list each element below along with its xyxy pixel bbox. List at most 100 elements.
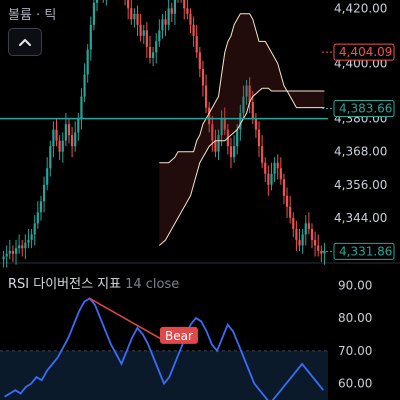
candle-body <box>198 52 201 69</box>
candle-body <box>155 41 158 53</box>
price-tick-label: 4,420.00 <box>334 1 387 15</box>
candle-body <box>301 234 304 246</box>
candle-body <box>195 35 198 53</box>
candle-body <box>8 250 11 254</box>
candle-body <box>267 173 270 185</box>
candle-body <box>30 234 33 240</box>
candle-body <box>242 96 245 114</box>
candle-body <box>139 24 142 36</box>
candle-body <box>64 124 67 141</box>
candle-body <box>18 245 21 249</box>
candle-body <box>173 0 176 14</box>
candle-body <box>229 146 233 158</box>
candle-body <box>58 140 61 152</box>
candle-body <box>49 146 52 169</box>
price-badge <box>333 99 395 117</box>
candle-body <box>133 13 136 20</box>
candle-body <box>164 19 167 25</box>
candle-body <box>189 13 192 25</box>
price-badge-label: 4,383.66 <box>339 101 392 115</box>
price-badge-label: 4,331.86 <box>339 244 392 258</box>
candle-body <box>239 113 242 130</box>
candle-body <box>282 179 286 196</box>
candle-body <box>136 13 139 25</box>
volume-tick-label: 볼륨 · 틱 <box>8 8 57 23</box>
candle-body <box>223 118 226 130</box>
candle-body <box>204 85 208 108</box>
candle-body <box>148 46 152 58</box>
bear-badge-label: Bear <box>165 329 193 343</box>
candle-body <box>273 162 276 174</box>
candle-body <box>21 245 24 249</box>
candle-body <box>145 30 148 47</box>
candle-body <box>52 129 55 147</box>
candle-body <box>77 118 80 133</box>
rsi-overbought-zone <box>0 350 328 400</box>
candle-body <box>201 68 205 86</box>
candle-body <box>74 132 77 147</box>
candle-body <box>152 52 155 58</box>
candle-body <box>130 8 133 20</box>
candle-body <box>158 30 161 42</box>
candle-body <box>261 146 264 163</box>
candle-body <box>95 0 99 3</box>
candle-body <box>314 239 317 246</box>
candle-body <box>183 0 186 9</box>
rsi-tick-label: 90.00 <box>338 278 372 292</box>
candle-body <box>248 85 251 103</box>
price-tick-label: 4,344.00 <box>334 211 387 225</box>
candle-body <box>92 2 95 25</box>
candle-body <box>80 96 83 119</box>
candle-body <box>264 162 267 174</box>
bear-divergence-line <box>89 297 169 344</box>
candle-body <box>245 85 248 97</box>
bear-badge: Bear <box>159 326 198 344</box>
candle-body <box>276 162 279 169</box>
candle-body <box>39 201 43 213</box>
candle-body <box>295 228 298 240</box>
candle-body <box>27 239 30 243</box>
candle-body <box>233 146 236 158</box>
candle-body <box>292 217 295 229</box>
candle-body <box>33 223 36 235</box>
candle-body <box>279 168 282 180</box>
candle-body <box>127 0 130 9</box>
candle-body <box>167 8 170 25</box>
rsi-tick-label: 60.00 <box>338 377 372 391</box>
candle-body <box>236 129 239 147</box>
candle-body <box>89 24 92 50</box>
rsi-tick-label: 70.00 <box>338 344 372 358</box>
candle-body <box>2 256 5 260</box>
rsi-indicator-label: RSI 다이버전스 지표 <box>8 277 122 292</box>
candle-body <box>46 168 49 185</box>
candle-body <box>217 135 220 152</box>
rsi-indicator-title[interactable]: RSI 다이버전스 지표 14 close <box>8 273 179 292</box>
candle-body <box>304 223 307 235</box>
candle-body <box>285 195 289 207</box>
price-badge <box>333 242 395 260</box>
candle-body <box>186 8 189 14</box>
candle-body <box>83 74 86 97</box>
band-upper-line <box>159 13 325 164</box>
candle-body <box>170 8 173 14</box>
price-badge-label: 4,404.09 <box>339 45 392 59</box>
candle-body <box>298 239 301 246</box>
candle-body <box>320 250 323 254</box>
candle-body <box>71 135 74 147</box>
candle-body <box>257 129 261 147</box>
candle-body <box>220 118 223 136</box>
candle-body <box>317 245 320 251</box>
candle-body <box>42 184 46 202</box>
candles <box>2 0 326 268</box>
candle-body <box>310 228 314 240</box>
collapse-button[interactable] <box>8 28 42 56</box>
candle-body <box>254 118 257 130</box>
chevron-up-icon <box>19 39 31 46</box>
candle-body <box>67 124 71 136</box>
rsi-tick-label: 80.00 <box>338 311 372 325</box>
band-fill <box>159 13 325 246</box>
candle-body <box>214 140 217 152</box>
bear-badge-bg <box>159 326 198 344</box>
candle-body <box>251 102 254 119</box>
